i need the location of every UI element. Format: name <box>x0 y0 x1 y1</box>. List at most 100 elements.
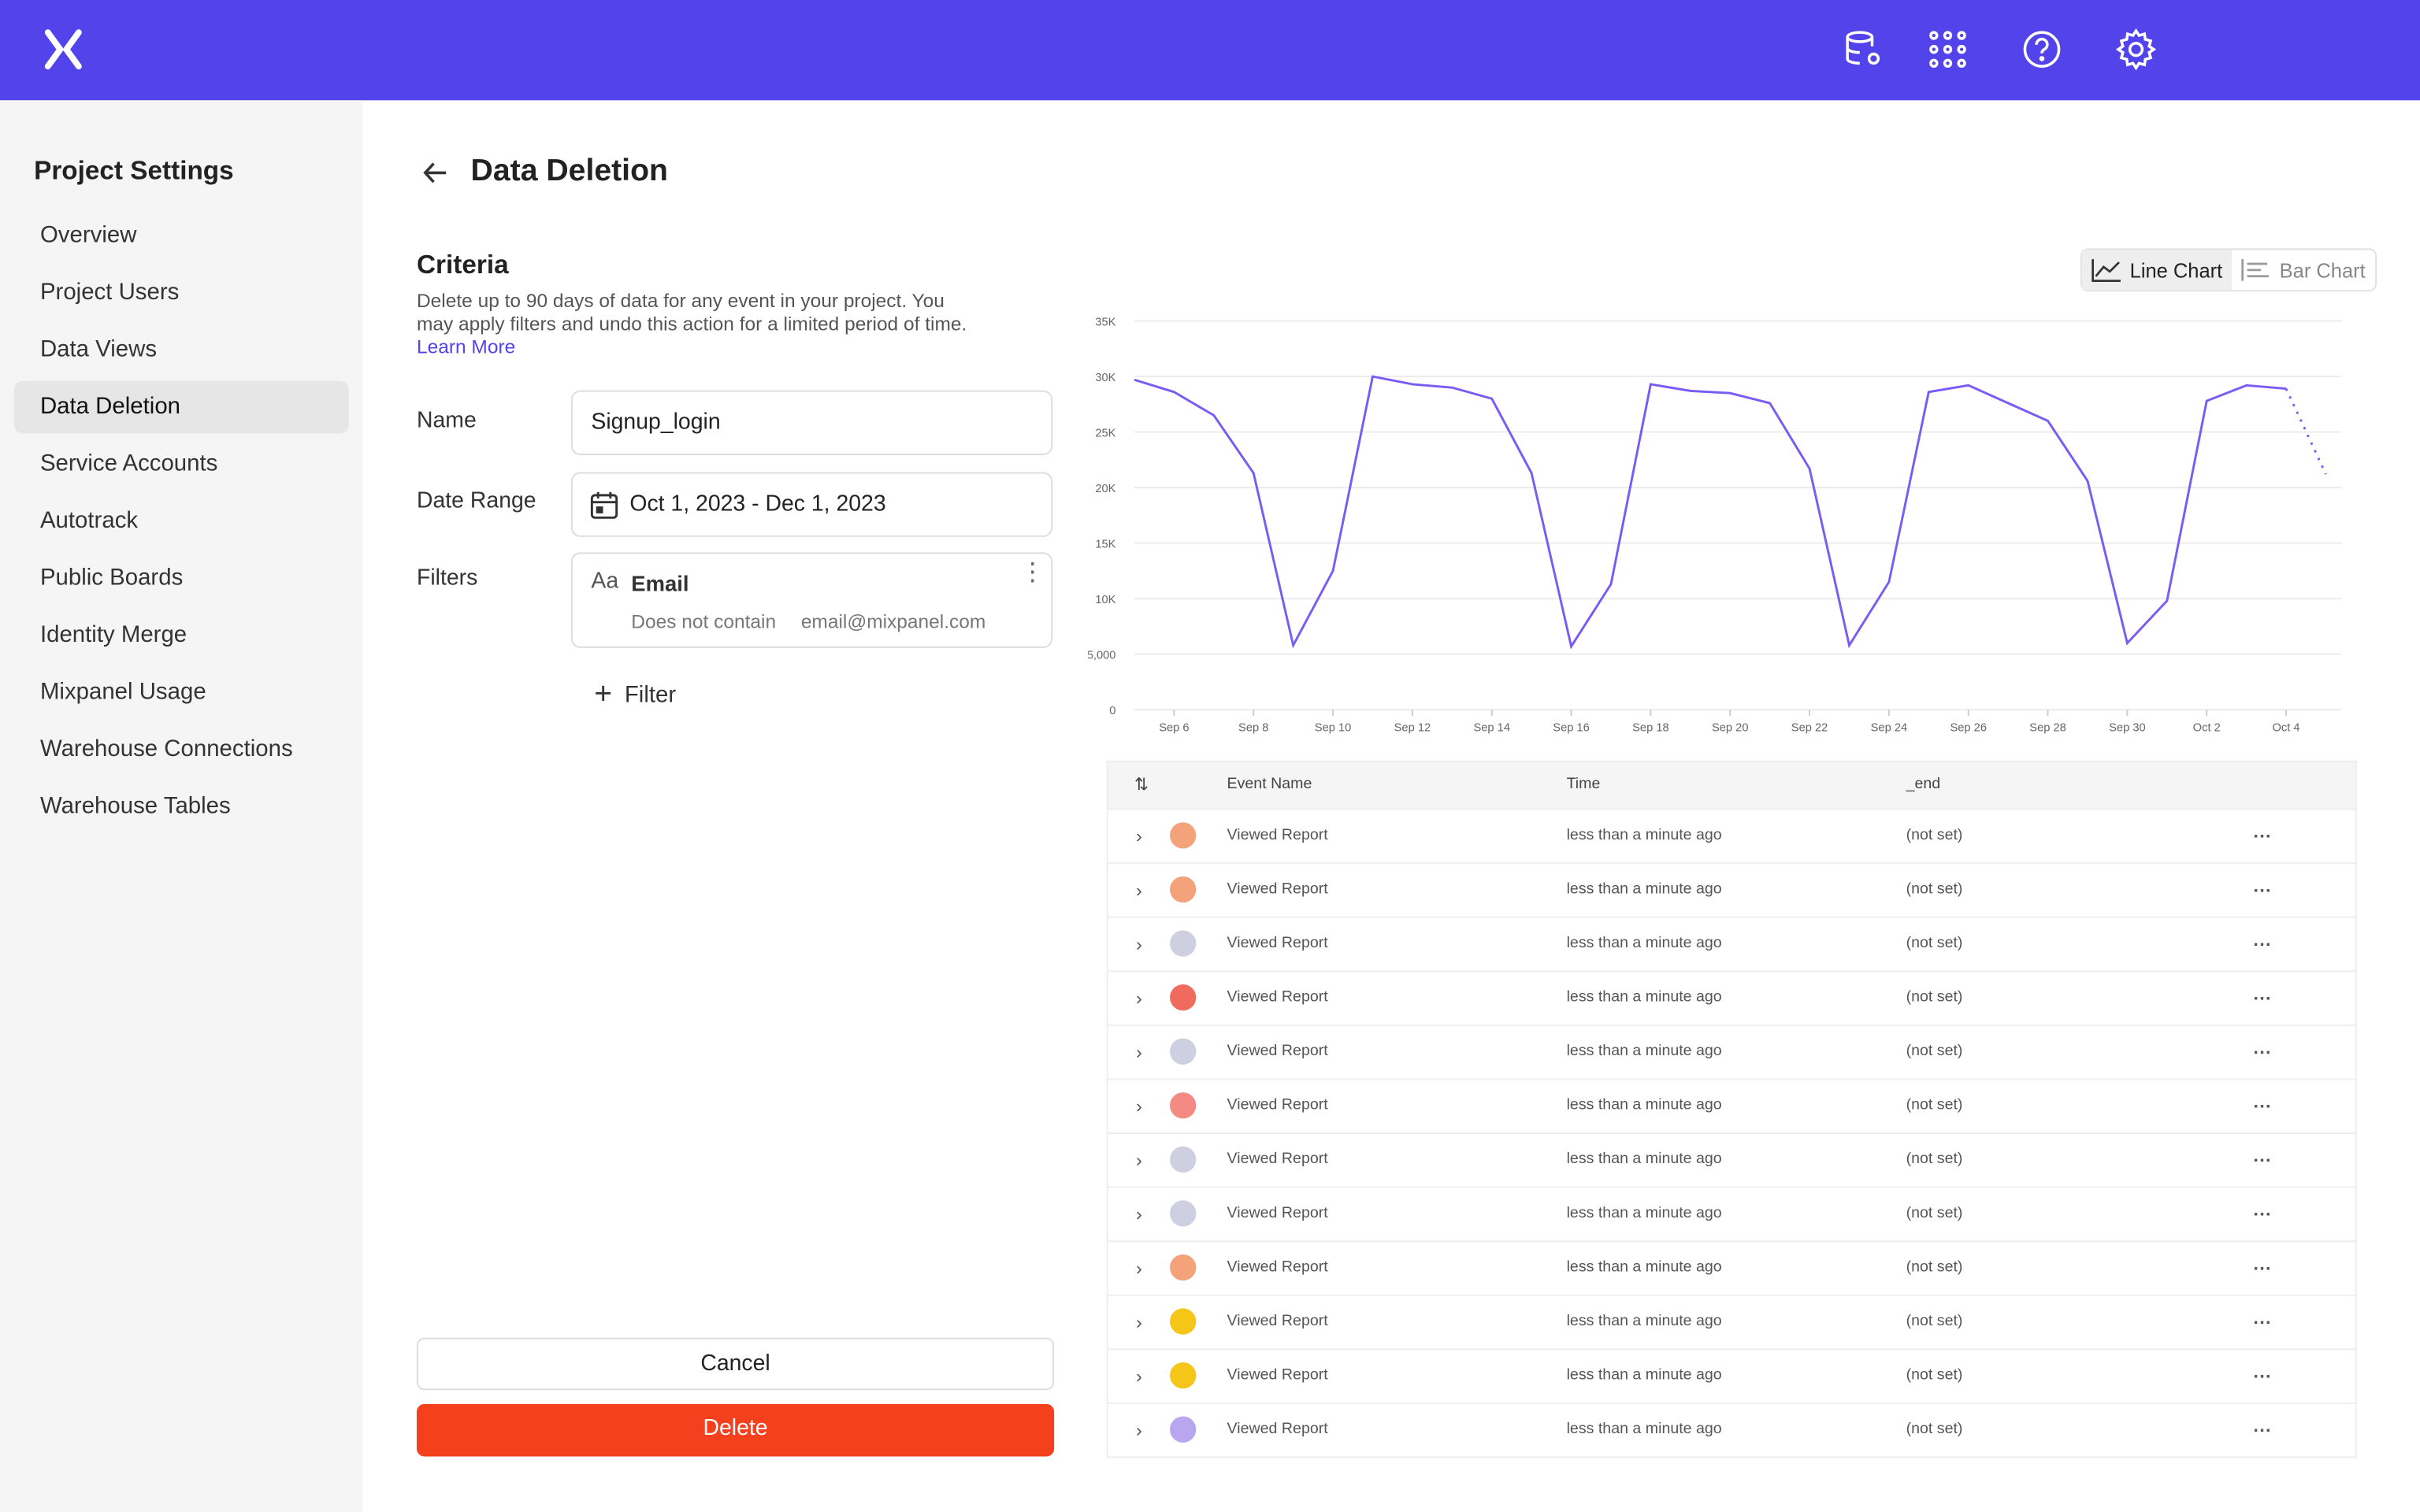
more-actions-icon[interactable]: ··· <box>2253 1095 2272 1117</box>
bar-chart-button[interactable]: Bar Chart <box>2232 250 2374 290</box>
avatar <box>1170 1092 1197 1119</box>
expand-chevron-icon[interactable]: › <box>1135 1203 1142 1225</box>
line-chart-button[interactable]: Line Chart <box>2081 250 2232 291</box>
table-row[interactable]: › Viewed Report less than a minute ago (… <box>1106 1403 2357 1458</box>
table-row[interactable]: › Viewed Report less than a minute ago (… <box>1106 1242 2357 1296</box>
avatar <box>1170 1146 1197 1173</box>
more-actions-icon[interactable]: ··· <box>2253 1365 2272 1388</box>
expand-chevron-icon[interactable]: › <box>1135 1041 1142 1063</box>
expand-chevron-icon[interactable]: › <box>1135 1149 1142 1172</box>
sidebar-item-data-deletion[interactable]: Data Deletion <box>13 380 349 434</box>
more-actions-icon[interactable]: ··· <box>2253 879 2272 902</box>
expand-chevron-icon[interactable]: › <box>1135 879 1142 902</box>
more-actions-icon[interactable]: ··· <box>2253 1311 2272 1333</box>
sidebar-item-service-accounts[interactable]: Service Accounts <box>39 450 218 477</box>
end-value: (not set) <box>1906 1151 1963 1169</box>
table-row[interactable]: › Viewed Report less than a minute ago (… <box>1106 1133 2357 1188</box>
sidebar-item-identity-merge[interactable]: Identity Merge <box>39 621 187 648</box>
table-row[interactable]: › Viewed Report less than a minute ago (… <box>1106 1350 2357 1404</box>
x-tick-label: Sep 22 <box>1791 722 1828 735</box>
more-actions-icon[interactable]: ··· <box>2253 1041 2272 1063</box>
end-value: (not set) <box>1906 1421 1963 1438</box>
more-actions-icon[interactable]: ··· <box>2253 825 2272 847</box>
sidebar-item-public-boards[interactable]: Public Boards <box>39 565 184 591</box>
date-range-value: Oct 1, 2023 - Dec 1, 2023 <box>629 491 886 517</box>
event-name: Viewed Report <box>1227 1366 1328 1384</box>
column-header-end[interactable]: _end <box>1906 776 1941 794</box>
delete-button[interactable]: Delete <box>416 1403 1055 1457</box>
expand-chevron-icon[interactable]: › <box>1135 1311 1142 1333</box>
column-header-time[interactable]: Time <box>1566 776 1601 794</box>
sidebar-item-project-users[interactable]: Project Users <box>39 279 180 306</box>
apps-grid-icon[interactable] <box>1926 28 1969 71</box>
expand-chevron-icon[interactable]: › <box>1135 1365 1142 1388</box>
plus-icon: + <box>594 677 613 712</box>
table-row[interactable]: › Viewed Report less than a minute ago (… <box>1106 972 2357 1026</box>
column-header-event-name[interactable]: Event Name <box>1227 776 1312 794</box>
x-tick-label: Sep 24 <box>1871 722 1908 735</box>
x-tick-label: Sep 8 <box>1238 722 1268 735</box>
avatar <box>1170 1200 1197 1227</box>
sidebar-item-mixpanel-usage[interactable]: Mixpanel Usage <box>39 679 206 706</box>
sidebar-item-warehouse-tables[interactable]: Warehouse Tables <box>39 793 231 820</box>
end-value: (not set) <box>1906 1366 1963 1384</box>
event-time: less than a minute ago <box>1566 1096 1722 1114</box>
date-range-field[interactable]: Oct 1, 2023 - Dec 1, 2023 <box>570 472 1053 537</box>
table-row[interactable]: › Viewed Report less than a minute ago (… <box>1106 1025 2357 1080</box>
end-value: (not set) <box>1906 935 1963 952</box>
table-header: ⇅ Event Name Time _end <box>1106 760 2357 810</box>
expand-chevron-icon[interactable]: › <box>1135 987 1142 1010</box>
event-time: less than a minute ago <box>1566 1421 1722 1438</box>
table-row[interactable]: › Viewed Report less than a minute ago (… <box>1106 864 2357 918</box>
avatar <box>1170 1038 1197 1065</box>
more-actions-icon[interactable]: ··· <box>2253 933 2272 955</box>
series-line-incomplete <box>2285 387 2327 475</box>
sidebar-item-autotrack[interactable]: Autotrack <box>39 507 139 534</box>
expand-chevron-icon[interactable]: › <box>1135 1257 1142 1280</box>
learn-more-link[interactable]: Learn More <box>416 336 516 358</box>
table-row[interactable]: › Viewed Report less than a minute ago (… <box>1106 917 2357 973</box>
help-icon[interactable] <box>2021 28 2064 71</box>
x-tick-label: Sep 30 <box>2109 722 2146 735</box>
table-row[interactable]: › Viewed Report less than a minute ago (… <box>1106 1295 2357 1351</box>
expand-chevron-icon[interactable]: › <box>1135 1419 1142 1441</box>
x-tick-label: Oct 2 <box>2193 722 2221 735</box>
more-actions-icon[interactable]: ··· <box>2253 1257 2272 1280</box>
page-title: Data Deletion <box>470 154 668 189</box>
event-name: Viewed Report <box>1227 1043 1328 1060</box>
more-vertical-icon[interactable]: ⋮ <box>1020 560 1045 587</box>
cancel-button[interactable]: Cancel <box>416 1337 1055 1391</box>
y-tick-label: 0 <box>1109 705 1115 717</box>
event-name: Viewed Report <box>1227 1096 1328 1114</box>
x-tick-label: Sep 12 <box>1394 722 1431 735</box>
event-name: Viewed Report <box>1227 1258 1328 1277</box>
name-label: Name <box>416 409 477 434</box>
add-filter-button[interactable]: + Filter <box>594 677 676 713</box>
name-field[interactable]: Signup_login <box>570 390 1053 455</box>
filter-card[interactable]: Aa Email ⋮ Does not contain email@mixpan… <box>570 552 1053 648</box>
gear-icon[interactable] <box>2114 28 2158 71</box>
more-actions-icon[interactable]: ··· <box>2253 1203 2272 1225</box>
back-arrow-icon[interactable] <box>421 159 449 187</box>
sort-icon[interactable]: ⇅ <box>1134 776 1149 795</box>
table-row[interactable]: › Viewed Report less than a minute ago (… <box>1106 1188 2357 1243</box>
more-actions-icon[interactable]: ··· <box>2253 1419 2272 1441</box>
expand-chevron-icon[interactable]: › <box>1135 933 1142 955</box>
database-settings-icon[interactable] <box>1841 28 1884 71</box>
filters-label: Filters <box>416 566 478 591</box>
more-actions-icon[interactable]: ··· <box>2253 1149 2272 1172</box>
table-row[interactable]: › Viewed Report less than a minute ago (… <box>1106 1080 2357 1134</box>
sidebar-item-overview[interactable]: Overview <box>39 222 137 249</box>
end-value: (not set) <box>1906 1043 1963 1060</box>
bar-chart-icon <box>2241 259 2269 281</box>
expand-chevron-icon[interactable]: › <box>1135 1095 1142 1117</box>
sidebar-item-data-views[interactable]: Data Views <box>39 336 158 363</box>
event-time: less than a minute ago <box>1566 1043 1722 1060</box>
end-value: (not set) <box>1906 1313 1963 1330</box>
more-actions-icon[interactable]: ··· <box>2253 987 2272 1010</box>
mixpanel-logo[interactable] <box>43 28 84 71</box>
sidebar-item-warehouse-connections[interactable]: Warehouse Connections <box>39 736 293 762</box>
table-row[interactable]: › Viewed Report less than a minute ago (… <box>1106 810 2357 865</box>
x-tick-label: Sep 28 <box>2029 722 2066 735</box>
expand-chevron-icon[interactable]: › <box>1135 825 1142 847</box>
